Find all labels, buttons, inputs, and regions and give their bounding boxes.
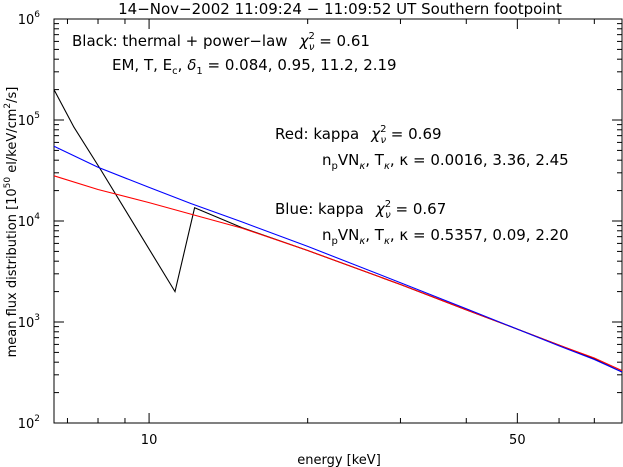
- chi-sub: ν: [380, 135, 386, 146]
- annotation-sub: κ: [384, 161, 390, 172]
- y-tick-label-base: 10: [18, 215, 35, 230]
- annotation-blue-param-values: = 0.5357, 0.09, 2.20: [408, 226, 568, 244]
- annotation-sub: κ: [384, 236, 390, 247]
- y-tick-label-base: 10: [18, 316, 35, 331]
- annotation-blue-line2: npVNκ, Tκ, κ = 0.5357, 0.09, 2.20: [322, 226, 569, 247]
- annotation-sub: κ: [359, 236, 365, 247]
- annotation-t: , T: [365, 226, 385, 244]
- y-axis-label-exp2: 2: [3, 103, 13, 109]
- x-axis-label: energy [keV]: [297, 453, 381, 467]
- y-tick-label: 103: [18, 313, 40, 331]
- y-tick-label-base: 10: [18, 114, 35, 129]
- annotation-black-label: Black: thermal + power−law: [72, 32, 288, 50]
- y-tick-label: 105: [18, 111, 40, 129]
- chi-symbol: χ: [375, 200, 386, 218]
- y-tick-label: 102: [18, 414, 40, 432]
- chi-sup: 2: [385, 199, 391, 210]
- chi-symbol: χ: [299, 32, 310, 50]
- y-tick-label-exp: 2: [34, 414, 40, 424]
- annotation-red-chi-value: = 0.69: [386, 125, 442, 143]
- annotation-blue-line1: Blue: kappa χ2 ν = 0.67: [275, 199, 446, 221]
- axis-ticks: [54, 19, 622, 424]
- delta-symbol: δ: [187, 56, 196, 74]
- y-axis-label-prefix: mean flux distribution [10: [5, 188, 20, 357]
- annotation-n: n: [322, 151, 332, 169]
- annotation-red-line1: Red: kappa χ2 ν = 0.69: [275, 124, 442, 146]
- y-axis-label-suffix: /s]: [5, 87, 20, 103]
- annotation-black-params: EM, T, E: [112, 56, 172, 74]
- y-tick-label-exp: 3: [34, 313, 40, 323]
- series-blue-line: [53, 145, 623, 373]
- chi-sub: ν: [309, 42, 315, 53]
- annotation-black-line1: Black: thermal + power−law χ2 ν = 0.61: [72, 31, 370, 53]
- annotation-kappa: , κ: [390, 151, 409, 169]
- annotation-red-param-values: = 0.0016, 3.36, 2.45: [408, 151, 568, 169]
- annotation-sub: 1: [196, 66, 202, 77]
- annotation-sub: c: [172, 66, 178, 77]
- annotation-black-param-values: = 0.084, 0.95, 11.2, 2.19: [203, 56, 397, 74]
- annotation-blue-chi-value: = 0.67: [391, 200, 447, 218]
- plot-frame: [53, 18, 623, 424]
- annotation-sub: κ: [359, 161, 365, 172]
- x-tick-label: 10: [141, 433, 158, 448]
- chi-sub: ν: [385, 210, 391, 221]
- y-tick-label-base: 10: [18, 13, 35, 28]
- annotation-black-chi-value: = 0.61: [314, 32, 370, 50]
- annotation-blue-label: Blue: kappa: [275, 200, 364, 218]
- chart-title: 14−Nov−2002 11:09:24 − 11:09:52 UT South…: [118, 0, 562, 18]
- y-axis-label-exp: 50: [3, 177, 13, 189]
- annotation-sep: ,: [178, 56, 188, 74]
- annotation-sub: p: [332, 161, 338, 172]
- annotation-n: n: [322, 226, 332, 244]
- y-axis-label-mid: el/keV/cm: [5, 109, 20, 177]
- chi-sup: 2: [308, 31, 314, 42]
- x-tick-labels: 10 50: [141, 433, 526, 448]
- annotation-kappa: , κ: [390, 226, 409, 244]
- annotation-vn: VN: [338, 226, 359, 244]
- y-tick-label-exp: 6: [34, 10, 40, 20]
- annotation-red-label: Red: kappa: [275, 125, 359, 143]
- annotation-sub: p: [332, 236, 338, 247]
- annotation-t: , T: [365, 151, 385, 169]
- series-red-line: [53, 175, 623, 372]
- annotation-red-line2: npVNκ, Tκ, κ = 0.0016, 3.36, 2.45: [322, 151, 569, 172]
- y-tick-label: 106: [18, 10, 41, 28]
- x-tick-label: 50: [509, 433, 526, 448]
- series-lines: [53, 89, 623, 373]
- chi-symbol: χ: [370, 125, 381, 143]
- chi-sup: 2: [380, 124, 386, 135]
- y-tick-label-base: 10: [18, 417, 35, 432]
- annotation-black-line2: EM, T, Ec, δ1 = 0.084, 0.95, 11.2, 2.19: [112, 56, 397, 77]
- annotation-vn: VN: [338, 151, 359, 169]
- y-tick-label-exp: 4: [34, 212, 40, 222]
- y-axis-label: mean flux distribution [1050 el/keV/cm2/…: [3, 87, 20, 358]
- y-tick-label: 104: [18, 212, 41, 230]
- y-tick-label-exp: 5: [34, 111, 40, 121]
